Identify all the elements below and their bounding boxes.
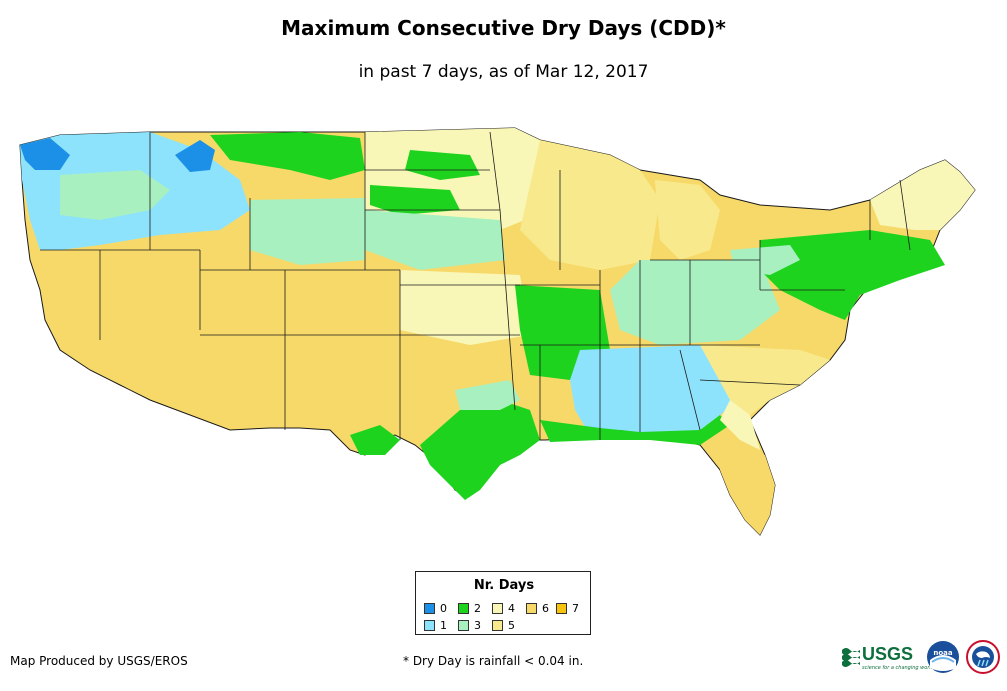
usgs-logo: USGS science for a changing world bbox=[842, 642, 934, 672]
usgs-wave-icon bbox=[842, 648, 860, 667]
dry-day-note: * Dry Day is rainfall < 0.04 in. bbox=[403, 654, 584, 668]
map-title: Maximum Consecutive Dry Days (CDD)* bbox=[281, 16, 726, 40]
us-map bbox=[19, 127, 976, 536]
region-michigan-5day bbox=[655, 180, 720, 260]
legend-label-5: 5 bbox=[508, 618, 515, 632]
legend-swatch-2 bbox=[458, 602, 469, 614]
map-subtitle: in past 7 days, as of Mar 12, 2017 bbox=[358, 62, 649, 82]
legend-swatch-7 bbox=[556, 602, 567, 614]
region-sd-2day bbox=[370, 185, 460, 215]
legend-swatch-6 bbox=[526, 602, 537, 614]
region-wa-coast-0day bbox=[20, 138, 70, 170]
legend-label-3: 3 bbox=[474, 618, 481, 632]
region-nd-2day bbox=[405, 150, 480, 180]
region-florida-6day bbox=[720, 445, 775, 535]
map-credit: Map Produced by USGS/EROS bbox=[10, 654, 188, 668]
region-northeast-2day bbox=[760, 230, 945, 320]
legend-item-1: 1 bbox=[424, 618, 447, 632]
region-mn-wi-5day bbox=[520, 140, 660, 270]
legend-label-4: 4 bbox=[508, 601, 515, 615]
region-ohio-valley-3day bbox=[610, 260, 780, 345]
region-kansas-ok-4day bbox=[400, 270, 530, 345]
region-nebraska-3day bbox=[365, 210, 505, 270]
noaa-logo-icon: noaa bbox=[927, 641, 959, 673]
region-montana-2day bbox=[210, 132, 365, 180]
legend-label-7: 7 bbox=[572, 601, 579, 615]
agency-logos: USGS science for a changing world noaa bbox=[842, 638, 1002, 678]
legend-swatch-4 bbox=[492, 602, 503, 614]
state-borders bbox=[40, 131, 911, 440]
legend-swatch-0 bbox=[424, 602, 435, 614]
region-georgia-coast-4day bbox=[720, 400, 760, 450]
legend-item-4: 4 bbox=[492, 601, 515, 615]
legend-item-7: 7 bbox=[556, 601, 579, 615]
region-new-england-4day bbox=[870, 160, 975, 230]
legend-item-3: 3 bbox=[458, 618, 481, 632]
nws-logo-icon bbox=[966, 640, 1000, 674]
region-texas-2day bbox=[420, 400, 540, 500]
noaa-logo-text: noaa bbox=[933, 649, 953, 657]
legend-swatch-3 bbox=[458, 619, 469, 631]
region-west-texas-2day bbox=[350, 425, 400, 455]
usgs-logo-text: USGS bbox=[862, 644, 914, 664]
region-texas-central-3day bbox=[455, 380, 520, 410]
legend-item-6: 6 bbox=[526, 601, 549, 615]
region-wyoming-3day bbox=[250, 198, 365, 265]
legend: Nr. Days 0 1 2 3 4 5 6 7 bbox=[415, 571, 591, 635]
legend-label-2: 2 bbox=[474, 601, 481, 615]
legend-swatch-1 bbox=[424, 619, 435, 631]
legend-label-0: 0 bbox=[440, 601, 447, 615]
legend-swatch-5 bbox=[492, 619, 503, 631]
usgs-tagline: science for a changing world bbox=[862, 665, 934, 671]
legend-item-5: 5 bbox=[492, 618, 515, 632]
legend-title: Nr. Days bbox=[473, 578, 535, 593]
legend-item-0: 0 bbox=[424, 601, 447, 615]
region-carolinas-5day bbox=[700, 345, 830, 415]
legend-label-1: 1 bbox=[440, 618, 447, 632]
region-gulf-coast-2day bbox=[540, 415, 730, 445]
legend-item-2: 2 bbox=[458, 601, 481, 615]
region-pa-ny-3day bbox=[730, 245, 800, 275]
region-oregon-3day bbox=[60, 170, 170, 220]
region-idaho-0day bbox=[175, 140, 215, 172]
legend-label-6: 6 bbox=[542, 601, 549, 615]
